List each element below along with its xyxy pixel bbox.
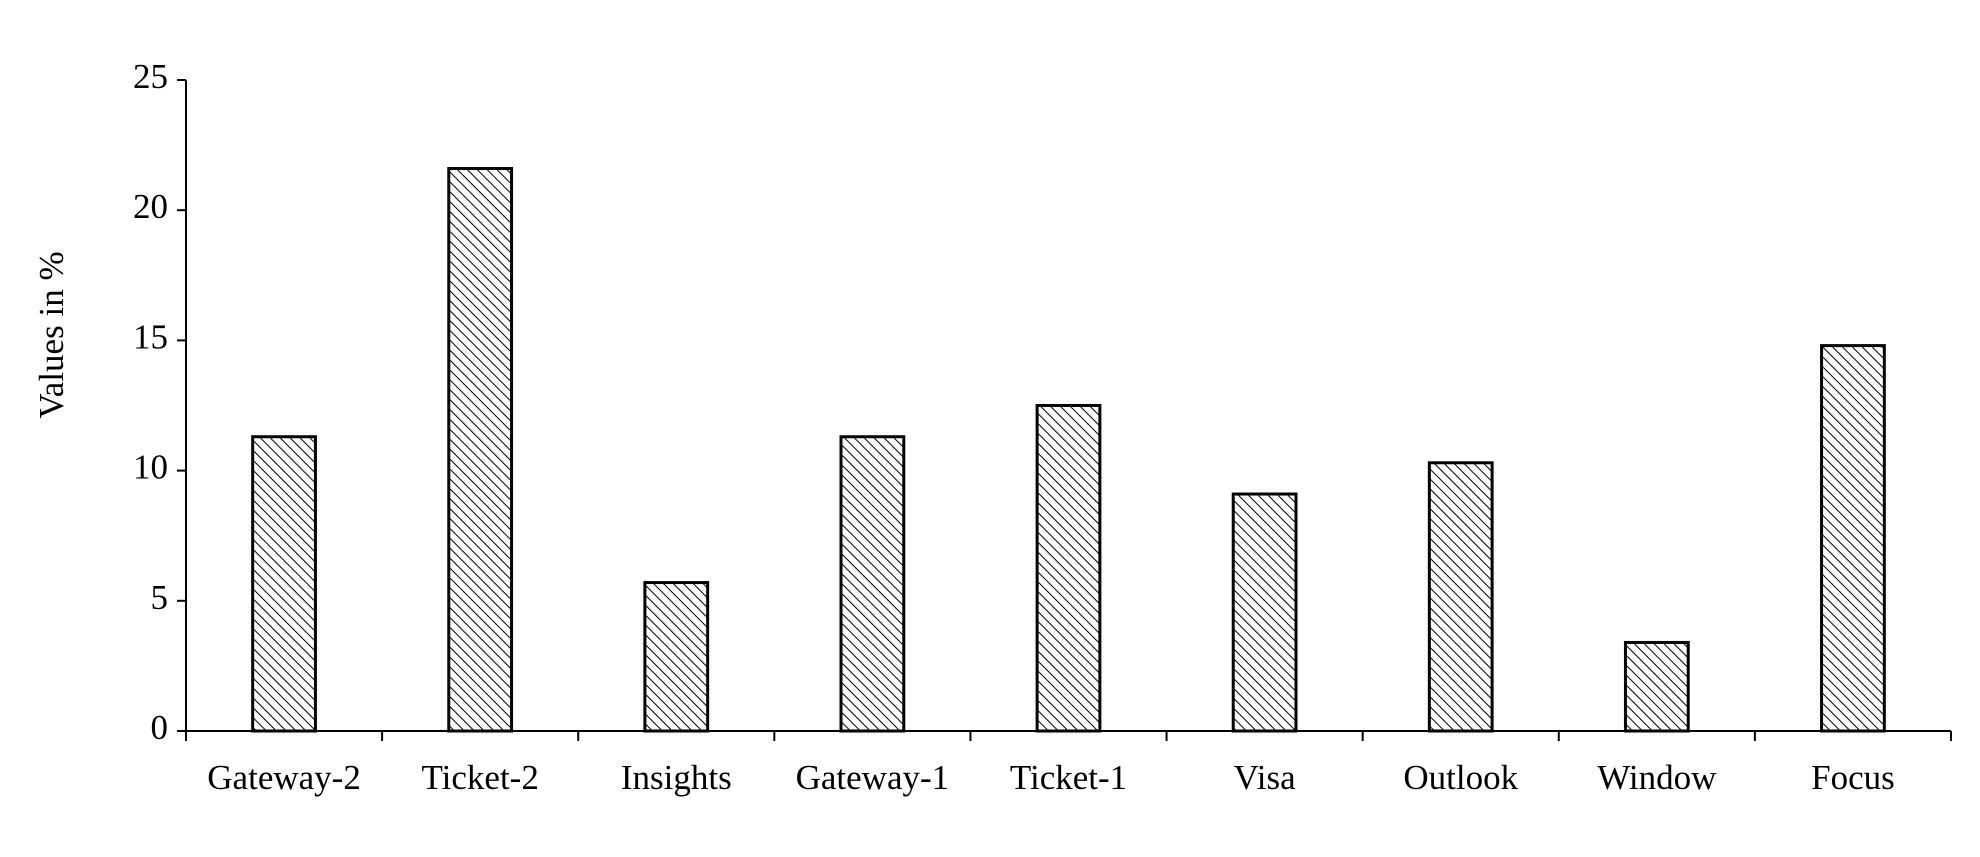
- bar: [251, 435, 317, 733]
- bar: [1231, 492, 1298, 733]
- y-tick-label: 15: [133, 317, 168, 356]
- x-tick-label: Insights: [621, 758, 732, 797]
- x-tick-label: Gateway-2: [207, 758, 361, 797]
- y-axis-label: Values in %: [32, 251, 71, 418]
- x-tick-label: Ticket-1: [1010, 758, 1127, 797]
- x-tick-label: Outlook: [1403, 758, 1518, 797]
- y-tick-label: 0: [151, 708, 169, 747]
- x-tick-label: Visa: [1234, 758, 1297, 797]
- bar: [839, 435, 906, 733]
- x-tick-label: Gateway-1: [796, 758, 950, 797]
- bar: [1820, 344, 1886, 733]
- y-tick-label: 5: [151, 578, 169, 617]
- x-tick-label: Ticket-2: [422, 758, 539, 797]
- bar: [447, 167, 514, 733]
- y-tick-label: 10: [133, 448, 168, 487]
- bar: [1623, 640, 1690, 733]
- y-tick-label: 25: [133, 57, 168, 96]
- y-tick-label: 20: [133, 187, 168, 226]
- x-tick-label: Focus: [1811, 758, 1895, 797]
- bar: [1427, 461, 1494, 733]
- x-tick-label: Window: [1597, 758, 1717, 797]
- bar: [643, 581, 710, 733]
- bar: [1035, 404, 1102, 733]
